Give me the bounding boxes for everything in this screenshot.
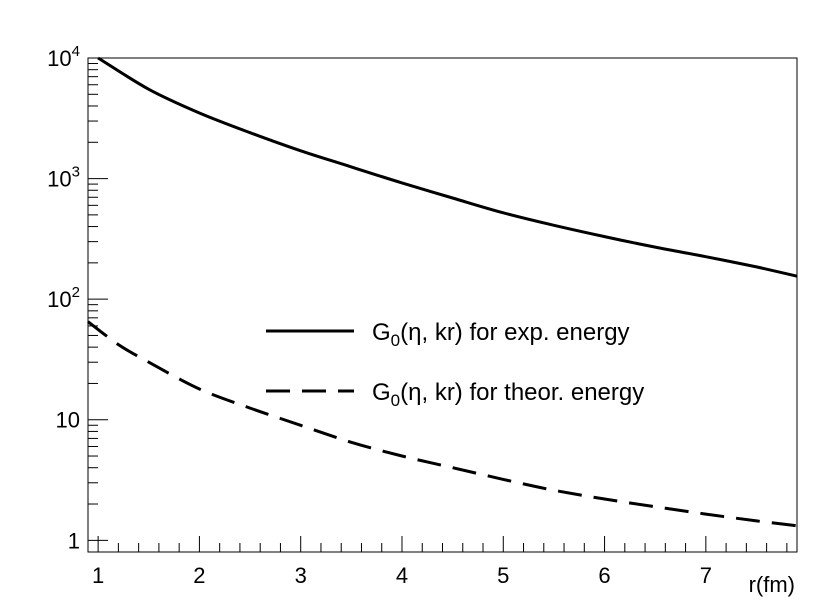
x-tick-label: 5 [497,563,509,588]
series-group [87,56,798,528]
legend: G0(η, kr) for exp. energy G0(η, kr) for t… [266,319,644,410]
legend-label: G0(η, kr) for exp. energy [372,319,630,350]
y-tick-label: 104 [47,43,80,71]
y-axis: 1 10 102 103 104 [47,43,108,553]
y-tick-label: 10 [56,408,80,433]
x-tick-label: 4 [396,563,408,588]
plot-frame [87,57,798,553]
x-axis: 1 2 3 4 5 6 7 [92,536,788,588]
series-line-theor-energy [87,320,798,528]
x-tick-label: 1 [92,563,104,588]
y-tick-label: 102 [47,284,80,312]
series-line-exp-energy [97,56,798,278]
legend-label: G0(η, kr) for theor. energy [372,379,644,410]
y-tick-label: 103 [47,164,80,192]
x-tick-label: 6 [598,563,610,588]
x-tick-label: 7 [700,563,712,588]
y-tick-label: 1 [68,528,80,553]
x-axis-label: r(fm) [749,572,795,597]
x-tick-label: 2 [193,563,205,588]
x-tick-label: 3 [295,563,307,588]
